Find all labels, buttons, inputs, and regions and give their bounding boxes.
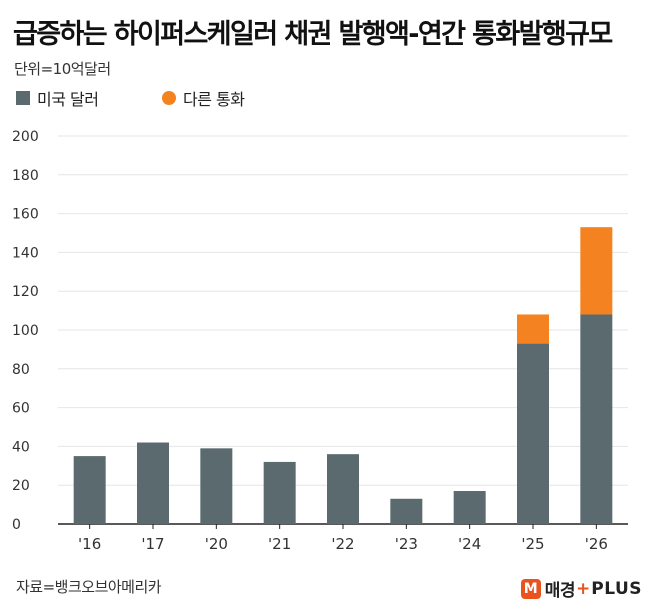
logo-en: PLUS xyxy=(591,578,642,599)
logo-name: 매경 xyxy=(544,581,576,601)
y-tick-label: 160 xyxy=(12,207,39,223)
legend-label-other: 다른 통화 xyxy=(183,90,245,109)
x-tick-label: '20 xyxy=(205,535,228,553)
logo-plus: + xyxy=(576,578,591,599)
y-tick-label: 100 xyxy=(12,323,39,339)
legend-swatch-usd xyxy=(16,91,30,105)
bar-other-currency xyxy=(580,227,613,315)
bar-usd xyxy=(200,448,233,524)
legend-item-usd: 미국 달러 xyxy=(16,86,99,110)
y-tick-label: 120 xyxy=(12,284,39,300)
x-tick-label: '26 xyxy=(585,535,608,553)
y-tick-label: 0 xyxy=(12,517,21,533)
x-tick-label: '16 xyxy=(78,535,101,553)
source-note: 자료=뱅크오브아메리카 xyxy=(16,578,162,596)
bar-usd xyxy=(580,314,613,524)
bar-usd xyxy=(263,461,296,524)
bar-usd xyxy=(517,343,549,524)
logo-badge-icon: M xyxy=(520,578,541,599)
bar-usd xyxy=(73,456,106,524)
y-tick-label: 140 xyxy=(12,245,39,261)
brand-logo: M 매경 + PLUS xyxy=(520,576,642,601)
y-tick-label: 180 xyxy=(12,168,39,184)
y-tick-label: 20 xyxy=(12,478,30,494)
legend-swatch-other xyxy=(162,91,176,105)
bar-other-currency xyxy=(517,314,549,344)
x-tick-label: '17 xyxy=(141,535,164,553)
y-tick-label: 40 xyxy=(12,439,30,455)
bar-usd xyxy=(327,454,359,524)
legend-label-usd: 미국 달러 xyxy=(37,90,99,109)
bar-chart: 0 20 40 60 80 100 120 140 160 180 200 '16 '17 '20 '21 '… xyxy=(12,129,628,553)
x-tick-label: '25 xyxy=(521,535,544,553)
y-tick-label: 200 xyxy=(12,129,39,145)
x-tick-label: '23 xyxy=(395,535,418,553)
y-tick-label: 60 xyxy=(12,401,30,417)
bar-usd xyxy=(390,498,423,524)
bar-usd xyxy=(453,491,486,524)
bar-usd xyxy=(137,442,169,524)
y-tick-label: 80 xyxy=(12,362,30,378)
legend-item-other: 다른 통화 xyxy=(162,86,245,110)
unit-label: 단위=10억달러 xyxy=(14,60,111,78)
x-tick-label: '24 xyxy=(458,535,481,553)
x-tick-label: '21 xyxy=(268,535,291,553)
chart-title: 급증하는 하이퍼스케일러 채권 발행액-연간 통화발행규모 xyxy=(13,19,613,50)
x-tick-label: '22 xyxy=(331,535,354,553)
